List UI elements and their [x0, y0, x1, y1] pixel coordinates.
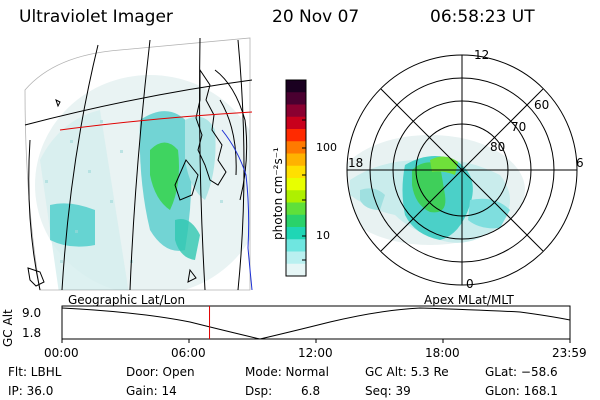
- status-flt: Flt: LBHL: [8, 365, 62, 379]
- date-label: 20 Nov 07: [272, 7, 360, 27]
- timeline-y-bottom: 1.8: [22, 326, 42, 340]
- timeline-y-top: 9.0: [22, 306, 42, 320]
- timeline-x-0000: 00:00: [44, 346, 79, 360]
- colorbar-cell: [286, 263, 306, 277]
- timeline-x-0600: 06:00: [171, 346, 206, 360]
- colorbar-cell: [286, 227, 306, 240]
- colorbar-tick-label-10: 10: [316, 229, 330, 242]
- timeline-left-title: Geographic Lat/Lon: [68, 293, 186, 307]
- instrument-title: Ultraviolet Imager: [19, 7, 173, 27]
- timeline-axis-label: GC Alt: [1, 309, 15, 347]
- colorbar-cell: [286, 202, 306, 216]
- status-gain: Gain: 14: [126, 384, 177, 398]
- status-ip: IP: 36.0: [8, 384, 54, 398]
- timeline-ticks: [61, 339, 571, 343]
- gc-alt-curve: [61, 307, 571, 340]
- status-gcalt: GC Alt: 5.3 Re: [365, 365, 449, 379]
- colorbar-cell: [286, 92, 306, 105]
- timeline-x-1200: 12:00: [298, 346, 333, 360]
- colorbar-cell: [286, 165, 306, 179]
- status-door: Door: Open: [126, 365, 195, 379]
- colorbar-cell: [286, 239, 306, 252]
- colorbar-cell: [286, 80, 306, 93]
- orbit-track: [221, 129, 253, 291]
- polar-lat-80: 80: [490, 140, 506, 154]
- status-dsp-label: Dsp:: [245, 384, 273, 398]
- aurora-patch: [40, 110, 130, 290]
- polar-green-core: [412, 162, 446, 213]
- aurora-band-west: [50, 203, 95, 247]
- polar-mlt-6: 6: [576, 156, 584, 170]
- polar-mlt-0: 0: [466, 277, 474, 291]
- timeline-right-title: Apex MLat/MLT: [424, 293, 514, 307]
- polar-diagonal-2: [380, 88, 544, 252]
- timeline-x-1800: 18:00: [425, 346, 460, 360]
- status-glat: GLat: −58.6: [485, 365, 558, 379]
- colorbar-frame: [285, 79, 307, 277]
- polar-plot: [346, 54, 578, 286]
- polar-lat-70: 70: [511, 120, 527, 134]
- colorbar-cell: [286, 153, 306, 167]
- status-glon: GLon: 168.1: [485, 384, 558, 398]
- local-time-line: [59, 111, 253, 131]
- colorbar: [285, 79, 307, 277]
- colorbar-cell: [286, 178, 306, 191]
- polar-cyan-west: [360, 188, 385, 210]
- coastline: [27, 68, 248, 287]
- colorbar-cell: [286, 104, 306, 118]
- colorbar-cell: [286, 129, 306, 142]
- colorbar-cells: [286, 80, 306, 277]
- polar-grid: [346, 54, 578, 286]
- polar-mlt-18: 18: [348, 156, 364, 170]
- status-dsp-value: 6.8: [301, 384, 321, 398]
- polar-cyan-east: [468, 198, 510, 229]
- timeline-x-2359: 23:59: [552, 346, 587, 360]
- aurora-green-core: [150, 142, 179, 210]
- status-mode: Mode: Normal: [245, 365, 329, 379]
- colorbar-cell: [286, 190, 306, 203]
- aurora-spot: [175, 219, 200, 260]
- latitude-line: [24, 79, 253, 126]
- polar-lat-60: 60: [534, 98, 550, 112]
- colorbar-tick-label-100: 100: [316, 141, 337, 154]
- polar-mlt-12: 12: [474, 48, 490, 62]
- geographic-map: [24, 37, 253, 291]
- colorbar-cell: [286, 214, 306, 228]
- colorbar-cell: [286, 251, 306, 265]
- status-seq: Seq: 39: [365, 384, 411, 398]
- timeline-panel: [61, 305, 571, 343]
- colorbar-cell: [286, 141, 306, 154]
- time-label: 06:58:23 UT: [430, 7, 535, 27]
- colorbar-unit-label: photon cm⁻²s⁻¹: [271, 147, 285, 240]
- colorbar-cell: [286, 116, 306, 130]
